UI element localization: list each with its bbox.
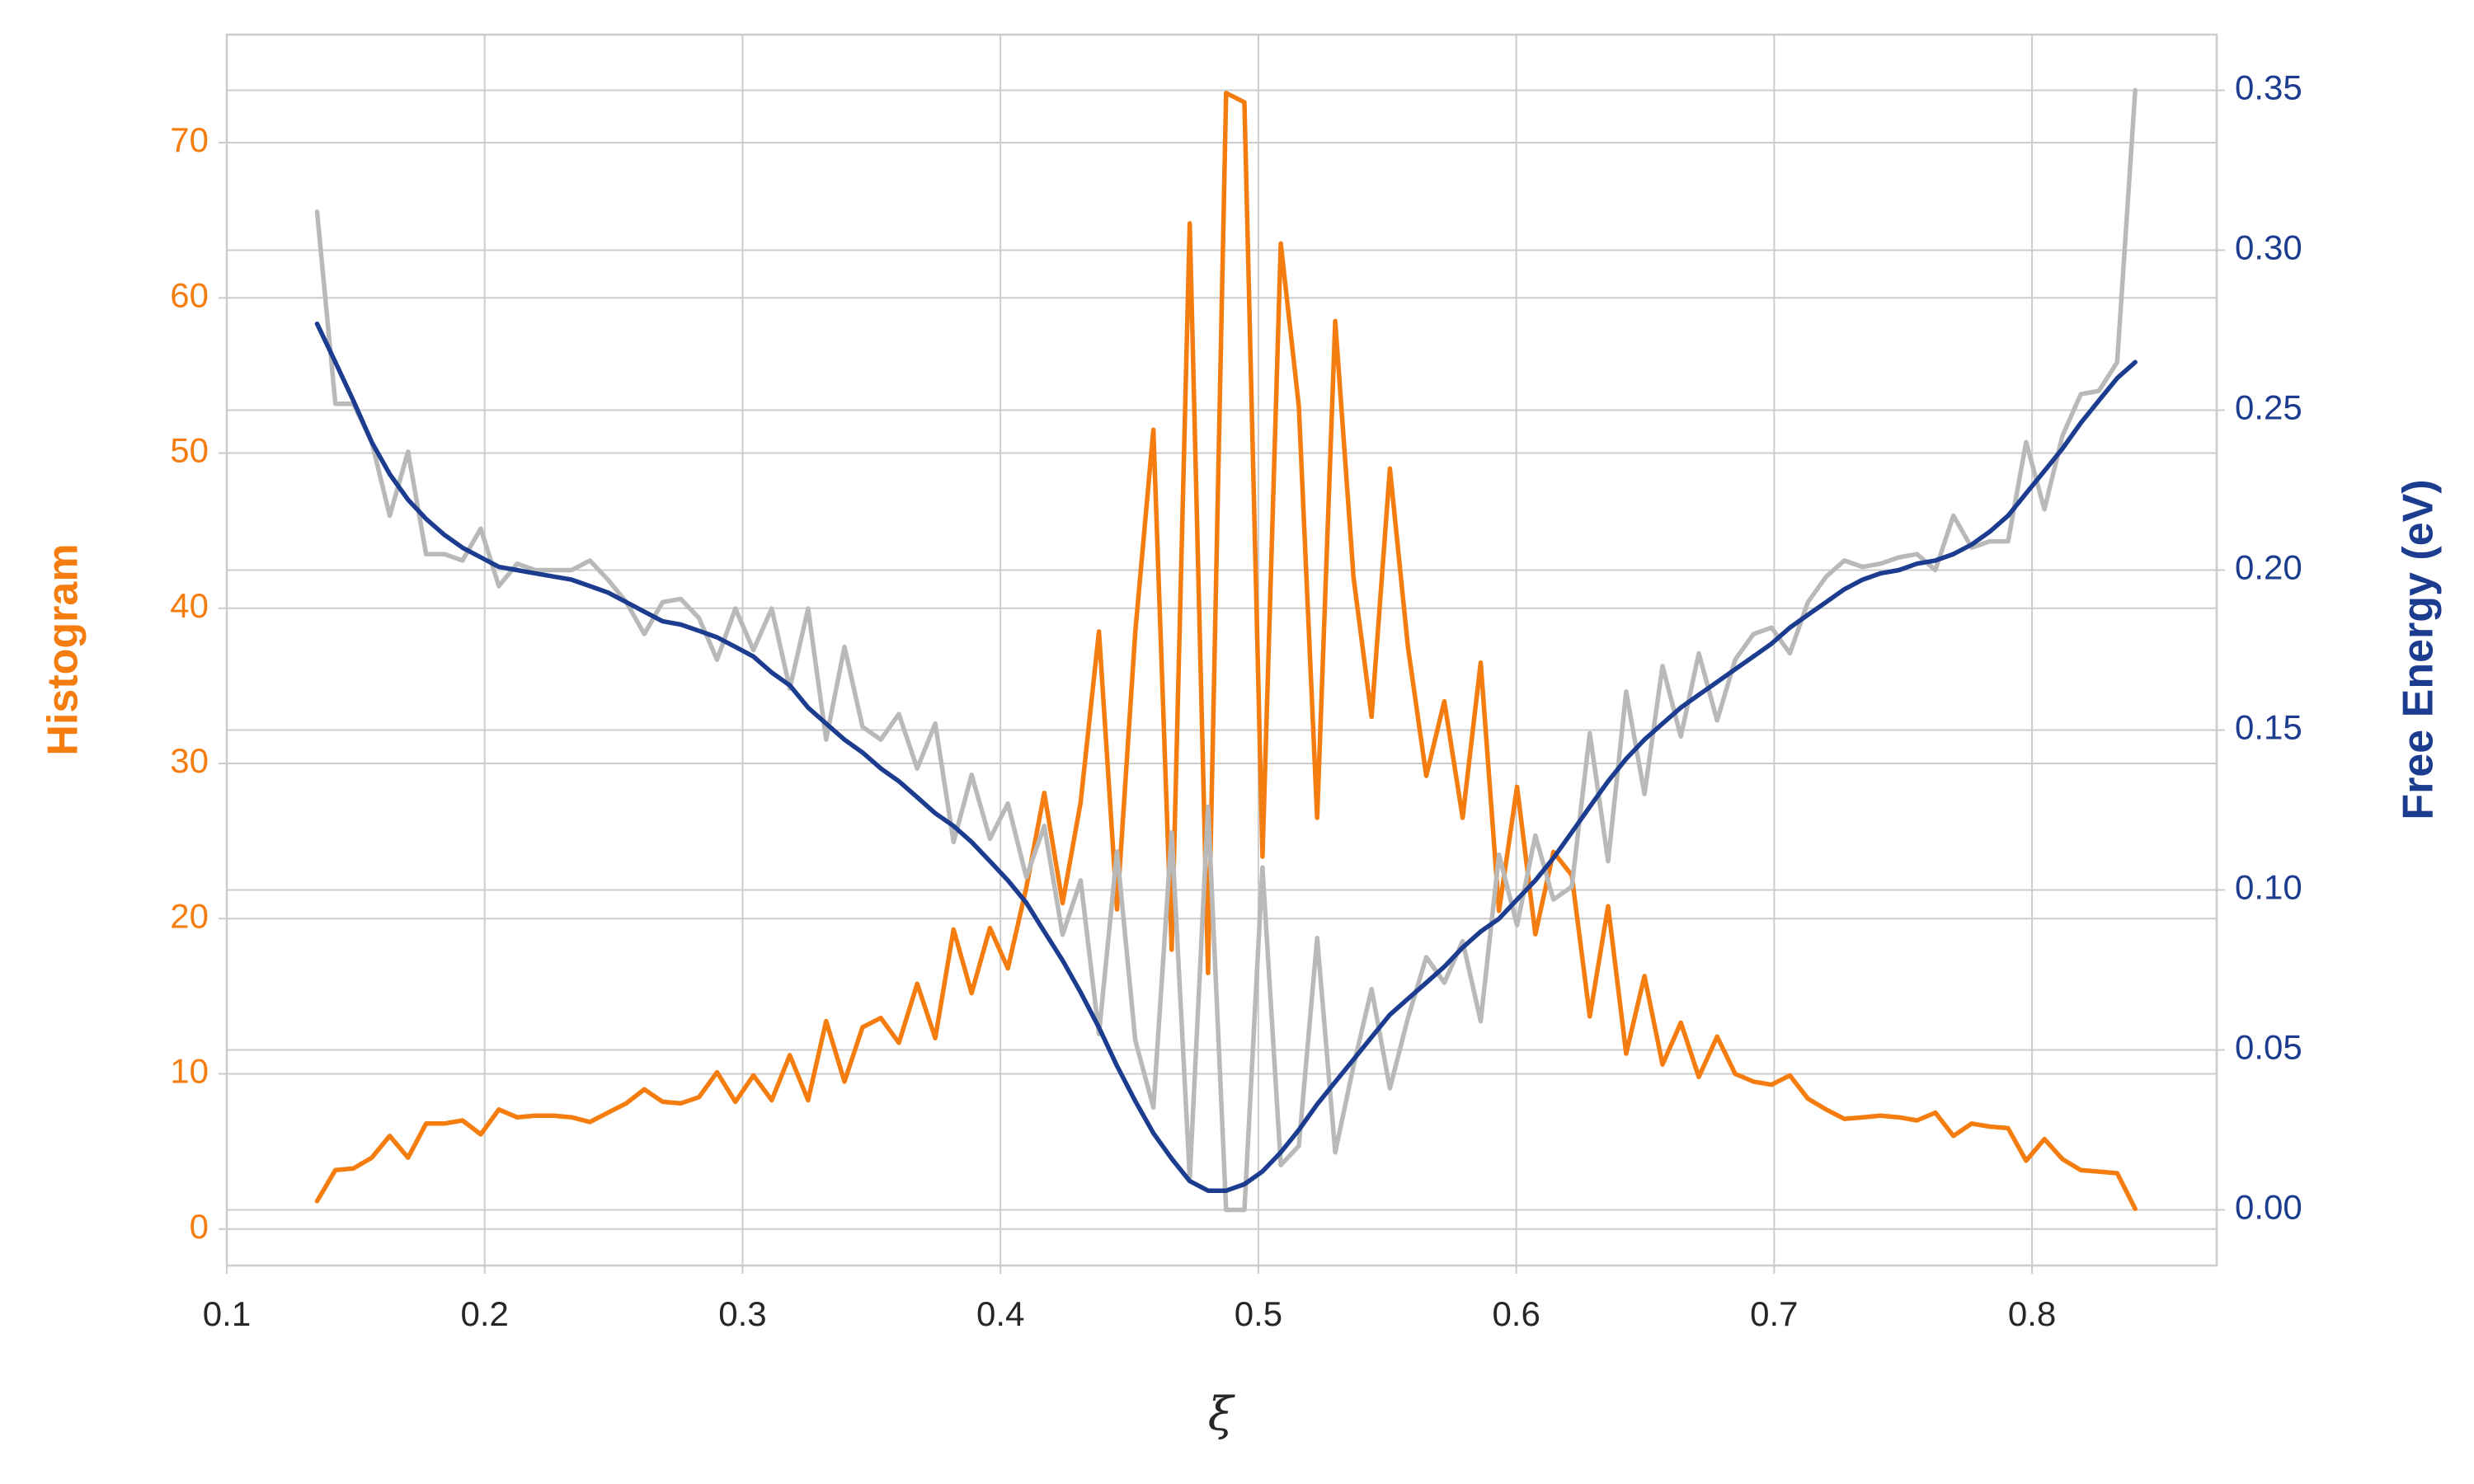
y2-tick-label: 0.15 [2235, 708, 2302, 747]
series-line [314, 87, 2138, 1213]
series-line [314, 321, 2138, 1193]
x-tick-label: 0.3 [718, 1294, 766, 1333]
y-tick-label: 40 [170, 586, 209, 625]
y-tick-label: 10 [170, 1052, 209, 1091]
y-axis-label: Histogram [40, 543, 87, 755]
series-line [314, 91, 2138, 1212]
y-tick-label: 30 [170, 741, 209, 780]
y2-axis-label: Free Energy (eV) [2395, 479, 2443, 819]
x-tick-label: 0.2 [461, 1294, 509, 1333]
x-tick-label: 0.5 [1235, 1294, 1282, 1333]
x-axis-label: ξ [1208, 1388, 1236, 1442]
plot-frame [225, 33, 2218, 1267]
y2-tick-label: 0.00 [2235, 1188, 2302, 1227]
y-tick-label: 60 [170, 275, 209, 314]
y-tick-label: 20 [170, 896, 209, 935]
x-tick-label: 0.4 [976, 1294, 1024, 1333]
y2-tick-label: 0.25 [2235, 388, 2302, 427]
y2-tick-label: 0.05 [2235, 1028, 2302, 1067]
y2-tick-label: 0.20 [2235, 548, 2302, 587]
y-tick-label: 70 [170, 120, 209, 159]
y2-tick-label: 0.10 [2235, 868, 2302, 907]
x-tick-label: 0.6 [1492, 1294, 1540, 1333]
y2-tick-label: 0.35 [2235, 68, 2302, 107]
x-tick-label: 0.1 [203, 1294, 251, 1333]
y-tick-label: 50 [170, 431, 209, 470]
y2-tick-label: 0.30 [2235, 228, 2302, 267]
x-tick-label: 0.8 [2008, 1294, 2056, 1333]
y-tick-label: 0 [190, 1207, 209, 1246]
x-tick-label: 0.7 [1750, 1294, 1798, 1333]
